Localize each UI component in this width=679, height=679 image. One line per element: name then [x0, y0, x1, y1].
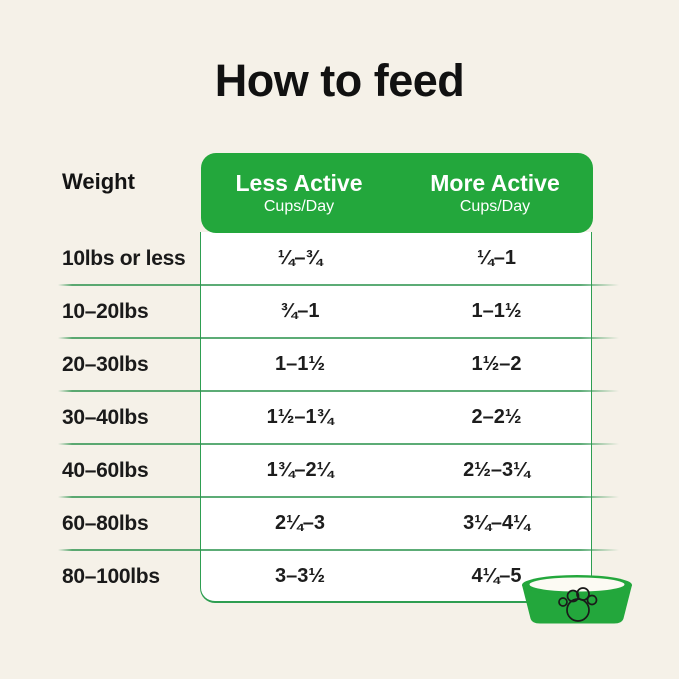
less-active-value: 3–3½ [274, 565, 326, 587]
more-active-value: ¼–1 [477, 247, 516, 269]
weight-cell: 40–60lbs [62, 458, 149, 482]
weight-cell: 10lbs or less [62, 246, 186, 270]
weight-column-header: Weight [62, 169, 135, 194]
dog-bowl-icon [522, 575, 632, 624]
more-active-value: 2–2½ [471, 406, 522, 428]
more-active-label: More Active [430, 169, 560, 196]
more-active-value: 4¼–5 [471, 565, 522, 587]
page-title: How to feed [214, 55, 465, 106]
table-row: 10lbs or less ¼–¾ ¼–1 [58, 232, 619, 286]
table-row: 80–100lbs 3–3½ 4¼–5 [58, 550, 619, 603]
weight-cell: 60–80lbs [62, 511, 149, 535]
more-active-value: 2½–3¼ [463, 459, 530, 481]
less-active-value: ¼–¾ [277, 247, 323, 269]
more-active-value: 3¼–4¼ [463, 512, 530, 534]
less-active-units: Cups/Day [263, 197, 335, 215]
less-active-value: ¾–1 [280, 300, 320, 322]
table-body-background [200, 232, 592, 603]
table-header: Less Active Cups/Day More Active Cups/Da… [201, 153, 593, 233]
weight-cell: 10–20lbs [62, 299, 149, 323]
more-active-units: Cups/Day [459, 197, 531, 215]
less-active-label: Less Active [235, 169, 363, 196]
more-active-value: 1½–2 [471, 353, 522, 375]
table-row: 60–80lbs 2¼–3 3¼–4¼ [58, 497, 619, 551]
weight-cell: 20–30lbs [62, 352, 149, 376]
table-row: 40–60lbs 1¾–2¼ 2½–3¼ [58, 444, 619, 498]
paw-print-icon [558, 587, 598, 622]
feeding-table: 10lbs or less ¼–¾ ¼–1 10–20lbs ¾–1 1–1½ … [58, 232, 619, 603]
less-active-value: 2¼–3 [274, 512, 326, 534]
weight-cell: 80–100lbs [62, 564, 160, 588]
less-active-value: 1–1½ [274, 353, 326, 375]
less-active-value: 1½–1¾ [266, 406, 334, 428]
more-active-value: 1–1½ [471, 300, 522, 322]
more-active-header: More Active Cups/Day [397, 153, 593, 233]
table-row: 10–20lbs ¾–1 1–1½ [58, 285, 619, 339]
table-row: 30–40lbs 1½–1¾ 2–2½ [58, 391, 619, 445]
weight-cell: 30–40lbs [62, 405, 149, 429]
table-row: 20–30lbs 1–1½ 1½–2 [58, 338, 619, 392]
less-active-header: Less Active Cups/Day [201, 153, 397, 233]
less-active-value: 1¾–2¼ [266, 459, 334, 481]
